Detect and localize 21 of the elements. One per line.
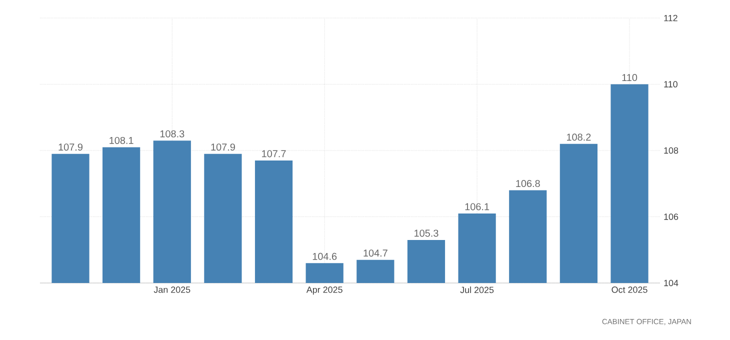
data-label: 105.3: [414, 230, 438, 237]
data-label: 108.3: [160, 130, 184, 138]
data-label: 106.1: [465, 203, 490, 210]
x-tick-label: Jan 2025: [154, 286, 190, 293]
data-label: 107.9: [211, 144, 235, 151]
y-tick-label: 106: [664, 214, 678, 220]
data-label: 108.1: [110, 136, 134, 144]
y-tick-label: 112: [664, 14, 678, 22]
data-label: 104.7: [364, 250, 388, 257]
data-label: 108.2: [566, 134, 591, 141]
data-label: 104.6: [312, 252, 337, 260]
y-tick-label: 104: [664, 280, 678, 286]
data-label: 107.7: [262, 150, 286, 158]
x-tick-label: Oct 2025: [612, 286, 648, 293]
x-tick-label: Apr 2025: [306, 286, 342, 295]
x-tick-label: Jul 2025: [460, 286, 494, 294]
y-tick-label: 110: [664, 81, 678, 88]
y-tick-label: 108: [664, 147, 678, 154]
data-label: 110: [622, 74, 638, 82]
data-label: 106.8: [516, 180, 540, 188]
data-label: 107.9: [58, 144, 82, 151]
